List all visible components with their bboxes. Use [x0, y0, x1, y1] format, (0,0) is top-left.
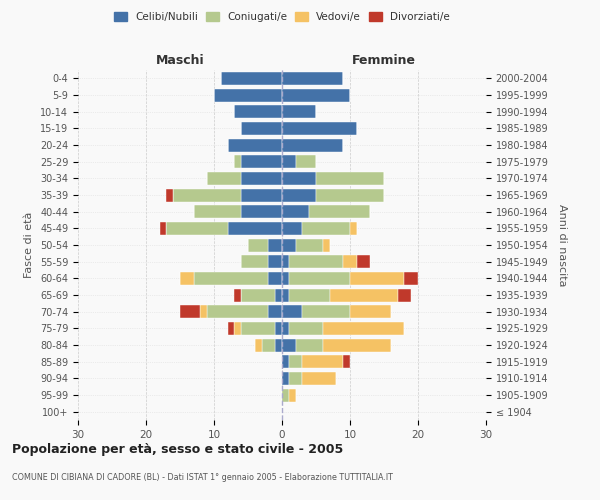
- Bar: [200, 305, 207, 318]
- Bar: [398, 288, 411, 302]
- Bar: [309, 205, 370, 218]
- Bar: [282, 138, 343, 151]
- Bar: [207, 305, 268, 318]
- Bar: [282, 222, 302, 235]
- Bar: [241, 288, 275, 302]
- Y-axis label: Anni di nascita: Anni di nascita: [557, 204, 567, 286]
- Bar: [268, 238, 282, 252]
- Bar: [282, 172, 316, 185]
- Bar: [282, 155, 296, 168]
- Bar: [323, 322, 404, 335]
- Bar: [323, 238, 329, 252]
- Bar: [241, 322, 275, 335]
- Bar: [255, 338, 262, 351]
- Bar: [282, 122, 357, 135]
- Bar: [289, 288, 329, 302]
- Bar: [227, 322, 235, 335]
- Bar: [235, 322, 241, 335]
- Bar: [194, 205, 241, 218]
- Bar: [289, 372, 302, 385]
- Bar: [235, 155, 241, 168]
- Bar: [227, 222, 282, 235]
- Bar: [282, 388, 289, 402]
- Bar: [166, 222, 227, 235]
- Bar: [207, 172, 241, 185]
- Bar: [316, 172, 384, 185]
- Bar: [160, 222, 166, 235]
- Bar: [357, 255, 370, 268]
- Bar: [221, 72, 282, 85]
- Bar: [227, 138, 282, 151]
- Bar: [241, 172, 282, 185]
- Bar: [282, 188, 316, 202]
- Bar: [241, 122, 282, 135]
- Bar: [282, 105, 316, 118]
- Bar: [302, 372, 337, 385]
- Bar: [282, 272, 289, 285]
- Bar: [289, 272, 350, 285]
- Y-axis label: Fasce di età: Fasce di età: [25, 212, 34, 278]
- Bar: [282, 355, 289, 368]
- Bar: [194, 272, 268, 285]
- Bar: [241, 255, 268, 268]
- Bar: [180, 305, 200, 318]
- Bar: [235, 105, 282, 118]
- Bar: [275, 338, 282, 351]
- Bar: [296, 338, 323, 351]
- Bar: [173, 188, 241, 202]
- Bar: [296, 155, 316, 168]
- Bar: [350, 222, 357, 235]
- Bar: [275, 322, 282, 335]
- Bar: [275, 288, 282, 302]
- Bar: [404, 272, 418, 285]
- Bar: [289, 255, 343, 268]
- Bar: [282, 288, 289, 302]
- Bar: [282, 255, 289, 268]
- Bar: [282, 372, 289, 385]
- Bar: [289, 322, 323, 335]
- Bar: [241, 155, 282, 168]
- Bar: [343, 255, 357, 268]
- Bar: [282, 338, 296, 351]
- Text: COMUNE DI CIBIANA DI CADORE (BL) - Dati ISTAT 1° gennaio 2005 - Elaborazione TUT: COMUNE DI CIBIANA DI CADORE (BL) - Dati …: [12, 472, 393, 482]
- Bar: [166, 188, 173, 202]
- Bar: [302, 355, 343, 368]
- Bar: [282, 205, 309, 218]
- Bar: [282, 322, 289, 335]
- Bar: [241, 188, 282, 202]
- Bar: [248, 238, 268, 252]
- Bar: [316, 188, 384, 202]
- Bar: [241, 205, 282, 218]
- Bar: [350, 305, 391, 318]
- Bar: [268, 305, 282, 318]
- Text: Maschi: Maschi: [155, 54, 205, 66]
- Bar: [214, 88, 282, 102]
- Bar: [262, 338, 275, 351]
- Bar: [323, 338, 391, 351]
- Bar: [329, 288, 398, 302]
- Legend: Celibi/Nubili, Coniugati/e, Vedovi/e, Divorziati/e: Celibi/Nubili, Coniugati/e, Vedovi/e, Di…: [110, 8, 454, 26]
- Bar: [268, 272, 282, 285]
- Bar: [268, 255, 282, 268]
- Bar: [282, 305, 302, 318]
- Bar: [350, 272, 404, 285]
- Bar: [302, 222, 350, 235]
- Bar: [282, 88, 350, 102]
- Text: Femmine: Femmine: [352, 54, 416, 66]
- Bar: [235, 288, 241, 302]
- Bar: [296, 238, 323, 252]
- Text: Popolazione per età, sesso e stato civile - 2005: Popolazione per età, sesso e stato civil…: [12, 442, 343, 456]
- Bar: [180, 272, 194, 285]
- Bar: [282, 238, 296, 252]
- Bar: [289, 355, 302, 368]
- Bar: [343, 355, 350, 368]
- Bar: [302, 305, 350, 318]
- Bar: [282, 72, 343, 85]
- Bar: [289, 388, 296, 402]
